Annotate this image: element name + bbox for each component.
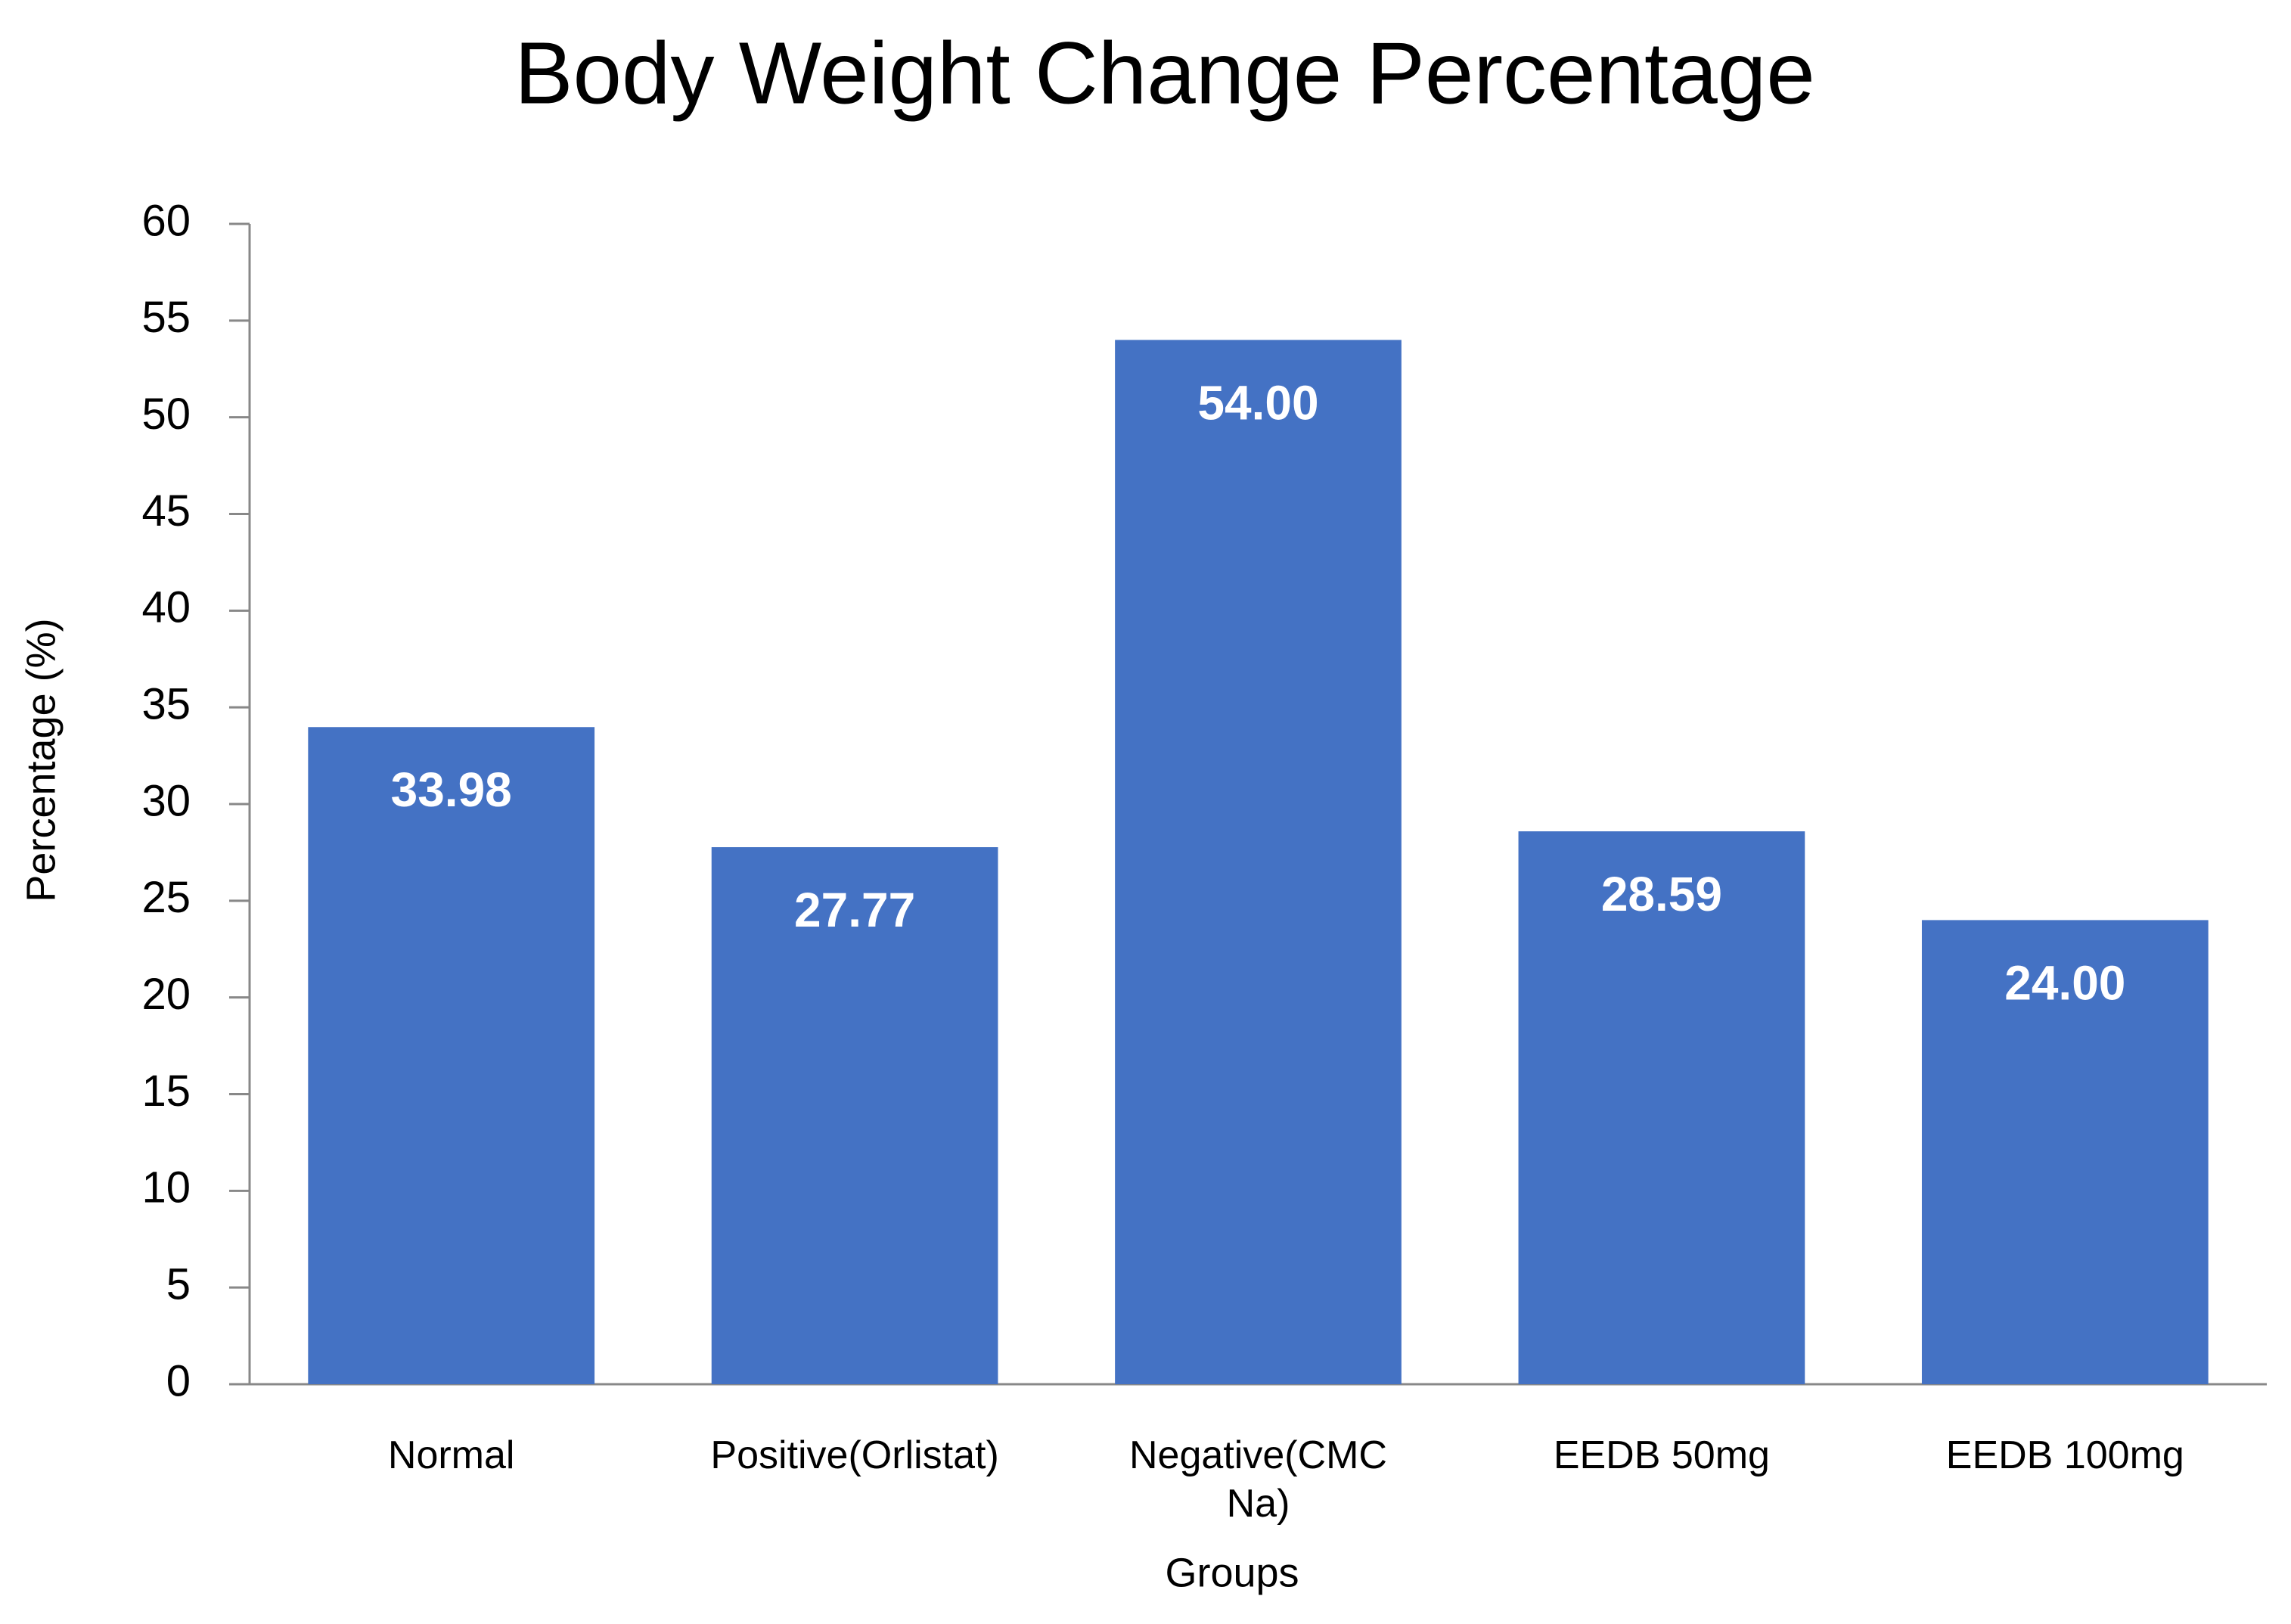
y-tick-label: 50 [141,390,191,439]
data-label: 33.98 [391,762,512,817]
data-label: 28.59 [1601,867,1722,921]
y-tick-label: 40 [141,583,191,632]
bar [1921,920,2209,1384]
y-tick-label: 15 [141,1067,191,1116]
x-tick-label: Normal [387,1433,515,1477]
bar [308,727,595,1384]
bar [1115,340,1402,1384]
x-axis-title: Groups [1165,1550,1299,1595]
y-tick-label: 35 [141,679,191,728]
y-tick-label: 0 [166,1356,191,1405]
y-tick-label: 20 [141,970,191,1019]
y-tick-label: 5 [166,1259,191,1309]
y-tick-label: 45 [141,486,191,536]
chart-title: Body Weight Change Percentage [514,24,1815,123]
x-tick-label: Positive(Orlistat) [710,1433,999,1477]
y-tick-label: 10 [141,1163,191,1213]
y-axis-title: Percentage (%) [18,618,64,902]
x-tick-label: EEDB 50mg [1553,1433,1770,1477]
data-label: 24.00 [2004,955,2125,1010]
x-tick-label: EEDB 100mg [1945,1433,2184,1477]
data-label: 54.00 [1197,375,1318,430]
bar [711,847,998,1384]
y-tick-label: 30 [141,776,191,825]
y-tick-label: 60 [141,196,191,245]
y-tick-label: 55 [141,293,191,342]
data-label: 27.77 [794,883,915,937]
bar [1518,831,1805,1384]
x-tick-label: Negative(CMC Na) [1129,1433,1387,1526]
y-tick-label: 25 [141,873,191,922]
